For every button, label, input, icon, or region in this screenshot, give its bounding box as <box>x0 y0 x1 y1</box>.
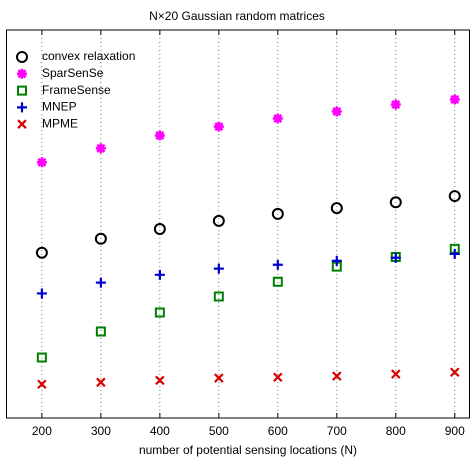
chart-title: N×20 Gaussian random matrices <box>149 9 325 23</box>
marker <box>213 291 224 302</box>
marker <box>390 369 401 379</box>
marker <box>390 252 401 263</box>
legend-marker <box>15 51 29 63</box>
marker <box>95 143 106 154</box>
marker <box>37 379 47 390</box>
legend-marker <box>17 119 27 129</box>
marker <box>96 377 106 388</box>
marker <box>271 207 284 220</box>
marker <box>331 261 342 272</box>
marker <box>154 130 165 141</box>
marker <box>331 255 342 266</box>
marker <box>213 121 224 132</box>
marker <box>36 352 47 363</box>
x-tick-label: 800 <box>386 424 406 438</box>
marker <box>95 277 106 288</box>
marker <box>212 214 225 227</box>
x-tick-label: 300 <box>91 424 111 438</box>
x-tick-label: 500 <box>209 424 229 438</box>
marker <box>390 99 401 110</box>
legend-marker <box>17 102 27 113</box>
marker <box>330 202 343 215</box>
x-tick-label: 600 <box>268 424 288 438</box>
marker <box>154 269 165 280</box>
x-tick-label: 400 <box>150 424 170 438</box>
marker <box>449 367 460 377</box>
marker <box>272 259 283 270</box>
marker <box>332 371 342 381</box>
marker <box>273 372 283 383</box>
legend-label: MNEP <box>42 100 77 114</box>
x-axis-label: number of potential sensing locations (N… <box>139 443 357 457</box>
marker <box>449 94 460 105</box>
marker <box>35 246 48 259</box>
marker <box>214 373 224 383</box>
marker <box>272 113 283 124</box>
marker <box>448 190 461 202</box>
x-tick-label: 700 <box>327 424 347 438</box>
legend-label: SparSenSe <box>42 66 104 80</box>
plot-frame <box>6 29 470 419</box>
legend-marker <box>17 68 27 79</box>
legend-label: convex relaxation <box>42 49 135 63</box>
marker <box>36 157 47 168</box>
marker <box>331 106 342 117</box>
x-tick-label: 900 <box>445 424 465 438</box>
marker <box>95 326 106 337</box>
marker <box>36 288 47 299</box>
marker <box>154 307 165 318</box>
legend-label: FrameSense <box>42 83 111 97</box>
marker <box>213 263 224 274</box>
marker <box>94 232 107 245</box>
legend-marker <box>17 85 27 96</box>
marker <box>449 248 460 259</box>
x-tick-label: 200 <box>32 424 52 438</box>
marker <box>389 196 402 209</box>
marker <box>153 223 166 235</box>
marker <box>272 276 283 287</box>
legend-label: MPME <box>42 116 78 130</box>
marker <box>155 375 165 386</box>
